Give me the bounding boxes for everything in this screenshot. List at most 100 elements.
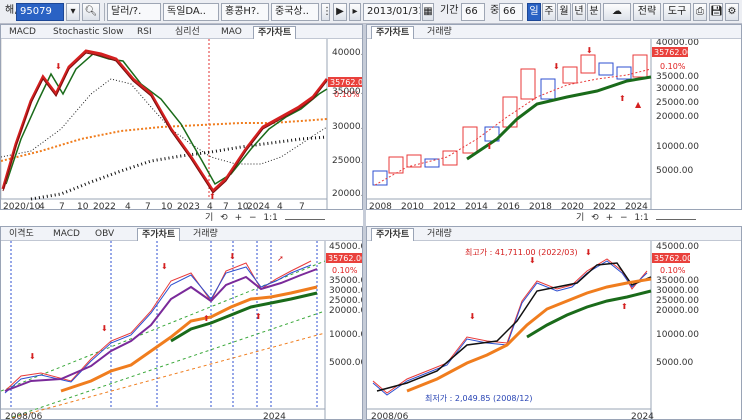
y-tick: 40000.00 — [656, 39, 699, 48]
country-select[interactable]: 독일DA.. — [163, 3, 219, 21]
cloud-icon[interactable]: ☁ — [603, 3, 631, 21]
x-tick: 2018 — [529, 202, 552, 210]
ctrl-zoom-in[interactable]: + — [234, 213, 243, 223]
price-tag-text: 35762.00 — [654, 254, 692, 263]
interval-day[interactable]: 일 — [527, 3, 541, 21]
tab-volume[interactable]: 거래량 — [193, 229, 218, 239]
list-more-icon[interactable]: ⋮ — [321, 3, 330, 21]
arrow-down-icon: ⬇ — [553, 62, 560, 71]
x-tick: 2008 — [369, 202, 392, 210]
count-input[interactable]: 66 — [499, 3, 523, 21]
ma-green — [466, 75, 652, 161]
china-select[interactable]: 중국상.. — [271, 3, 319, 21]
search-icon[interactable]: 🔍︎ — [82, 3, 100, 21]
stock-code-input[interactable]: 95079 — [16, 3, 64, 21]
x-tick: 2024 — [631, 412, 654, 420]
interval-month[interactable]: 월 — [557, 3, 571, 21]
price-tag-text: 35762.00 — [330, 78, 363, 87]
ctrl-reset[interactable]: ⟲ — [220, 213, 228, 223]
y-tick: 40000.00 — [332, 48, 363, 58]
ctrl-period[interactable]: 기 — [205, 213, 214, 223]
tab-macd[interactable]: MACD — [9, 27, 36, 37]
tab-volume[interactable]: 거래량 — [427, 229, 452, 239]
price-tag — [652, 47, 688, 57]
x-tick: 10 — [237, 202, 249, 210]
chart-canvas[interactable]: ⬇ ⬇ ⬇ ⬆ 최고가 : 41,711.00 (2022/03) 최저가 : … — [367, 241, 742, 420]
y-tick: 45000.00 — [656, 242, 699, 252]
tools-button[interactable]: 도구 — [663, 3, 691, 21]
date-input[interactable]: 2013/01/31 — [363, 3, 421, 21]
tab-price-chart[interactable]: 주가차트 — [253, 26, 297, 39]
period-input[interactable]: 66 — [461, 3, 485, 21]
pct-change: 0.10% — [660, 266, 686, 275]
chart-canvas[interactable]: ⬇ ⬆ 35762.00 0.10% 40000.00 35000.00 300… — [1, 39, 363, 210]
tab-stochastic[interactable]: Stochastic Slow — [53, 27, 124, 37]
tab-price-chart[interactable]: 주가차트 — [137, 228, 181, 241]
y-tick: 25000.00 — [332, 156, 363, 166]
candle-trace — [372, 258, 648, 394]
dropdown-arrow-icon[interactable]: ▾ — [66, 3, 80, 21]
calendar-icon[interactable]: ▦ — [422, 3, 434, 21]
y-tick: 10000.00 — [656, 330, 699, 340]
chart-canvas[interactable]: ⬆ ⬇ ⬇ ⬆ ▲ 35762.00 0.10% 40000.00 35000.… — [367, 39, 742, 210]
zoom-slider[interactable] — [655, 219, 696, 220]
tab-obv[interactable]: OBV — [95, 229, 115, 239]
tab-macd[interactable]: MACD — [53, 229, 80, 239]
ctrl-ratio[interactable]: 1:1 — [263, 213, 278, 223]
chart-panel-top-left[interactable]: MACD Stochastic Slow RSI 심리선 MAO 주가차트 ⬇ … — [0, 24, 363, 210]
y-tick: 20000.00 — [332, 189, 363, 199]
y-tick: 25000.00 — [329, 296, 363, 306]
interval-week[interactable]: 주 — [542, 3, 556, 21]
y-tick: 30000.00 — [332, 122, 363, 132]
chart-panel-bottom-right[interactable]: 주가차트 거래량 ⬇ ⬇ ⬇ ⬆ 최고가 : 41,711.00 (2022/0… — [366, 226, 742, 420]
ctrl-reset[interactable]: ⟲ — [591, 213, 599, 223]
ma-green — [170, 291, 318, 343]
chart-panel-bottom-left[interactable]: 이격도 MACD OBV 주가차트 거래량 ⬇ ⬇ ⬇ ⬆ — [0, 226, 363, 420]
tab-psychology[interactable]: 심리선 — [175, 27, 200, 37]
price-line — [1, 49, 329, 194]
step-forward-icon[interactable]: ▸ — [349, 3, 361, 21]
tab-volume[interactable]: 거래량 — [427, 27, 452, 37]
ctrl-zoom-out[interactable]: − — [620, 213, 628, 223]
settings-icon[interactable]: ⚙ — [725, 3, 739, 21]
ctrl-zoom-out[interactable]: − — [249, 213, 257, 223]
tab-price-chart[interactable]: 주가차트 — [371, 26, 415, 39]
chart-canvas[interactable]: ⬇ ⬇ ⬇ ⬆ ⬇ ⬆ ➚ 35762.00 0.10% 45000.00 35… — [1, 241, 363, 420]
print-icon[interactable]: ⎙ — [693, 3, 707, 21]
y-tick: 10000.00 — [656, 142, 699, 152]
arrow-down-icon: ⬇ — [229, 252, 236, 261]
play-icon[interactable]: ▶ — [333, 3, 347, 21]
y-tick: 30000.00 — [656, 84, 699, 94]
y-tick: 35000.00 — [656, 72, 699, 82]
y-tick: 30000.00 — [329, 286, 363, 296]
chart-panel-top-right[interactable]: 주가차트 거래량 ⬆ ⬇ ⬇ ⬆ ▲ 35 — [366, 24, 742, 210]
panel-splitter[interactable] — [363, 24, 366, 420]
zoom-slider[interactable] — [284, 219, 325, 220]
arrow-up-icon: ⬆ — [621, 302, 628, 311]
tab-mao[interactable]: MAO — [221, 27, 242, 37]
ctrl-zoom-in[interactable]: + — [605, 213, 614, 223]
x-tick: 2008/06 — [5, 412, 43, 420]
strategy-button[interactable]: 전략 — [633, 3, 661, 21]
interval-minute[interactable]: 분 — [587, 3, 601, 21]
x-tick: 4 — [277, 202, 283, 210]
ma-long-black — [30, 135, 328, 201]
tab-disparity[interactable]: 이격도 — [9, 229, 34, 239]
tab-price-chart[interactable]: 주가차트 — [371, 228, 415, 241]
arrow-up-right-icon: ➚ — [277, 254, 284, 263]
price-tag — [652, 253, 690, 263]
y-tick: 45000.00 — [329, 242, 363, 252]
arrow-down-icon: ⬇ — [586, 46, 593, 55]
y-tick: 5000.00 — [329, 358, 363, 368]
ctrl-ratio[interactable]: 1:1 — [634, 213, 649, 223]
interval-year[interactable]: 년 — [572, 3, 586, 21]
save-icon[interactable]: 💾︎ — [709, 3, 723, 21]
arrow-down-icon: ⬇ — [469, 312, 476, 321]
x-tick: 7 — [145, 202, 151, 210]
currency-select[interactable]: 달러/?. — [107, 3, 161, 21]
x-tick: 2022 — [593, 202, 616, 210]
tab-rsi[interactable]: RSI — [137, 27, 152, 37]
region-select[interactable]: 홍콩H?. — [221, 3, 269, 21]
price-tag-text: 35762.00 — [654, 48, 692, 57]
ctrl-period[interactable]: 기 — [576, 213, 585, 223]
